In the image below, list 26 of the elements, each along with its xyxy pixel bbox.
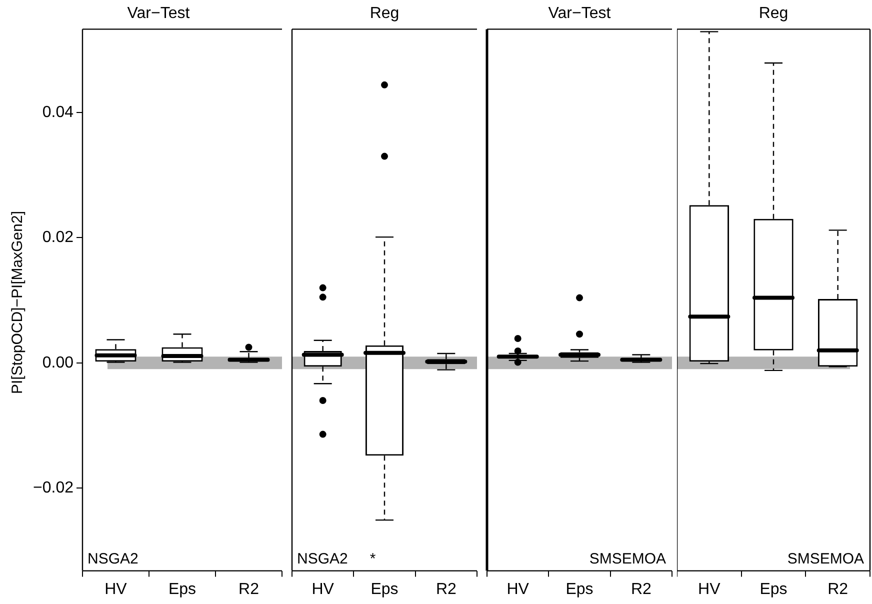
x-tick-label: Eps	[370, 580, 398, 598]
chart-title: Var−Test	[127, 5, 190, 22]
x-tick-label: Eps	[566, 580, 594, 598]
y-axis-title: PI[StopOCD]−PI[MaxGen2]	[8, 210, 26, 394]
x-tick-label: R2	[828, 580, 848, 598]
chart-title: Var−Test	[548, 5, 612, 22]
x-tick-label: HV	[104, 580, 128, 598]
x-tick-label: R2	[630, 580, 652, 598]
annotation: NSGA2	[87, 550, 138, 568]
x-tick-label: Eps	[168, 580, 196, 598]
y-tick-label: 0.00	[42, 354, 74, 372]
y-tick-label: −0.02	[33, 480, 74, 497]
annotation: *	[370, 550, 376, 568]
chart-title: Reg	[370, 5, 400, 22]
annotation: SMSEMOA	[589, 550, 666, 568]
x-tick-label: HV	[312, 580, 334, 598]
chart-title: Reg	[758, 5, 788, 22]
x-tick-label: R2	[238, 580, 260, 598]
x-tick-label: Eps	[760, 580, 788, 598]
x-tick-label: R2	[436, 580, 456, 598]
annotation: SMSEMOA	[787, 550, 864, 568]
y-tick-label: 0.04	[42, 104, 74, 121]
x-tick-label: HV	[506, 580, 530, 598]
x-tick-label: HV	[698, 580, 721, 598]
y-tick-label: 0.02	[42, 229, 74, 246]
annotation: NSGA2	[297, 550, 348, 568]
